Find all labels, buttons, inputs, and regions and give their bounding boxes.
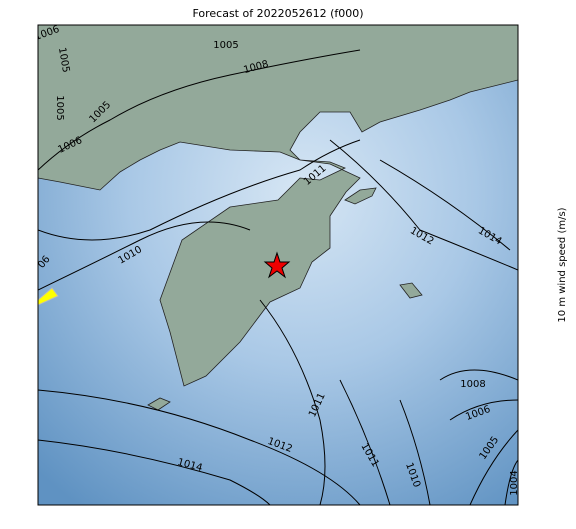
contour-label: 1005 <box>54 95 65 120</box>
contours <box>38 49 518 505</box>
contour-line <box>38 439 271 505</box>
map-title: Forecast of 2022052612 (f000) <box>192 7 363 20</box>
map-frame <box>37 24 519 506</box>
contour-line <box>329 139 518 271</box>
contour-line <box>504 459 518 505</box>
contour-line <box>38 221 251 291</box>
contour-line <box>339 379 391 505</box>
contour-label: 1005 <box>56 47 71 74</box>
island <box>147 397 171 411</box>
colorbar-label: 10 m wind speed (m/s) <box>557 207 568 322</box>
map-area: 1006 1005 1005 1008 1005 1005 1006 1011 … <box>38 25 520 505</box>
contour-line <box>399 399 431 505</box>
contour-line <box>379 159 511 251</box>
contour-label: 1004 <box>509 470 520 495</box>
contour-label: 1008 <box>460 379 485 390</box>
location-star <box>263 251 291 279</box>
contour-label: 1005 <box>213 40 238 51</box>
contour-line <box>259 299 326 505</box>
contour-line <box>38 49 361 171</box>
contour-line <box>439 369 518 381</box>
island <box>344 187 377 205</box>
mainland <box>38 25 518 191</box>
contour-line <box>38 139 361 241</box>
wind-shading <box>38 287 59 306</box>
contour-line <box>469 429 518 505</box>
island <box>399 282 423 299</box>
contour-line <box>449 399 518 421</box>
kamchatka <box>159 159 361 387</box>
contour-line <box>38 389 361 505</box>
